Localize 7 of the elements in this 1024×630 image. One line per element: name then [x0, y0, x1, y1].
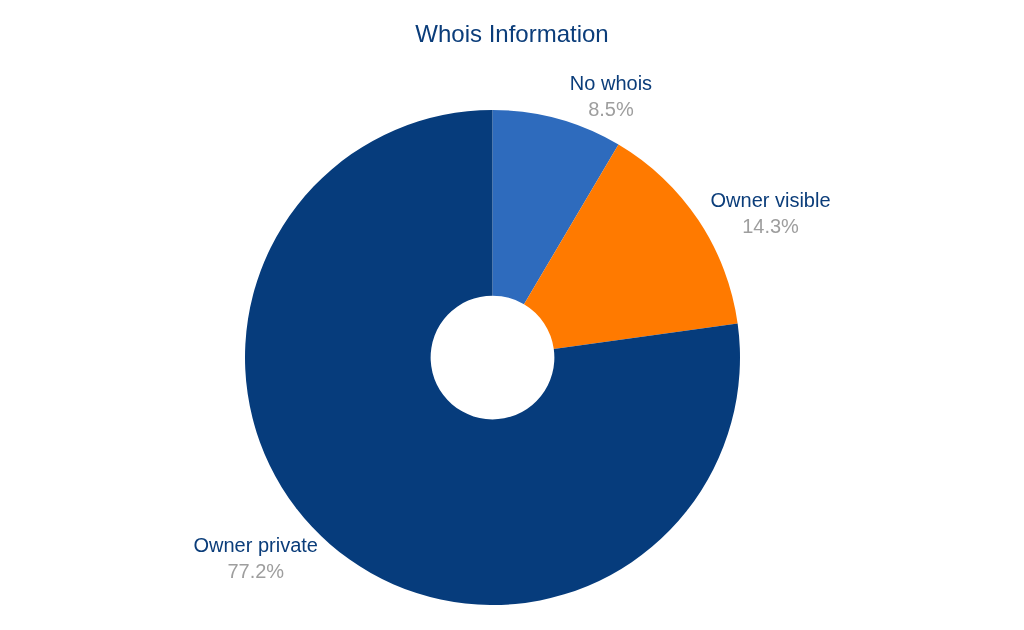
slice-label: Owner visible: [710, 188, 831, 211]
data-label: 14.3%: [742, 214, 800, 237]
data-label: 8.5%: [588, 98, 634, 121]
chart-title: Whois Information: [415, 20, 609, 47]
slice-label: No whois: [569, 72, 653, 95]
slice-label: Owner private: [193, 533, 318, 556]
data-label: 77.2%: [227, 559, 285, 582]
